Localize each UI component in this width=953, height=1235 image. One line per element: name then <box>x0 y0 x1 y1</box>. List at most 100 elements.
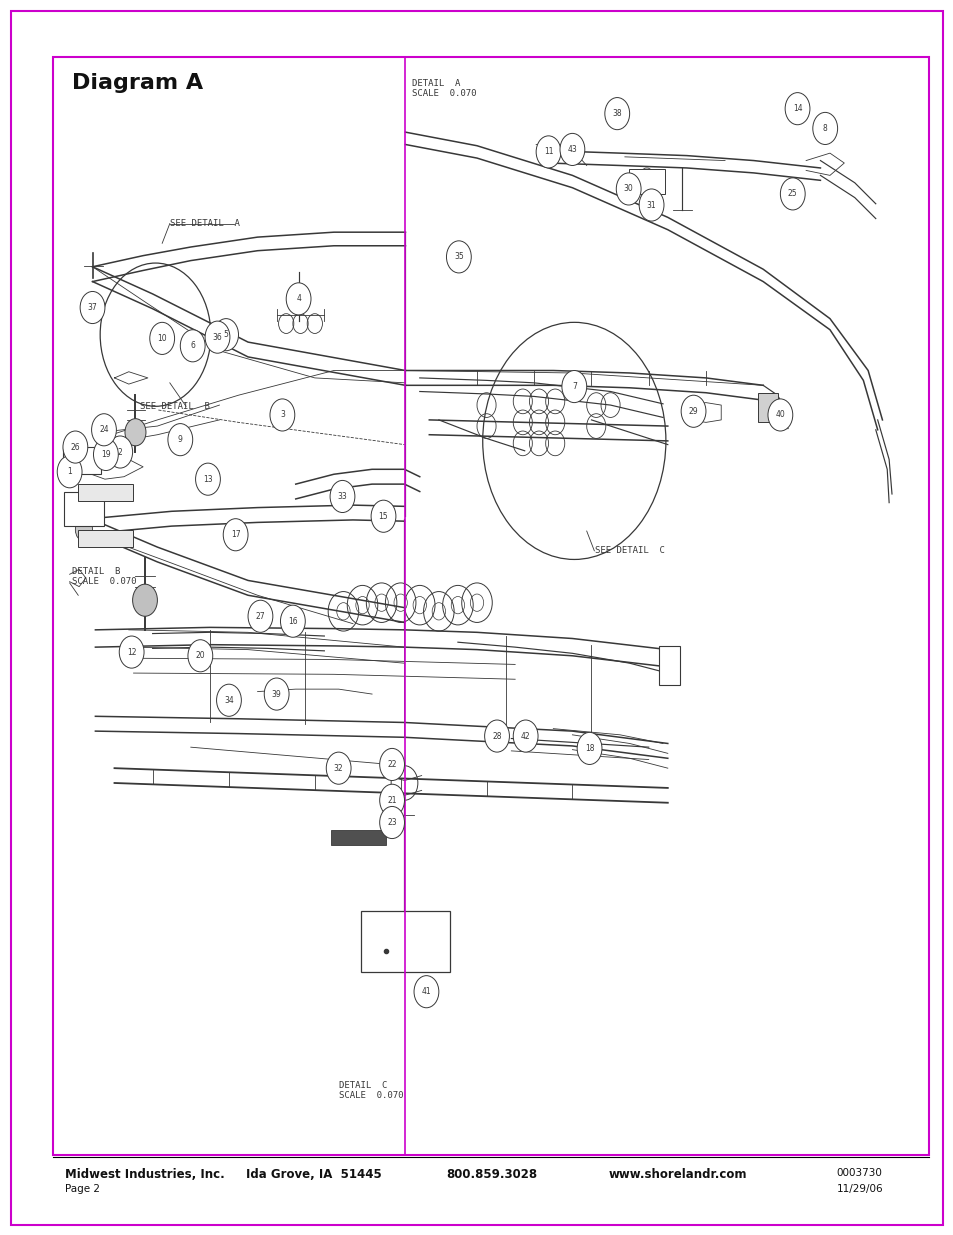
Text: 43: 43 <box>567 144 577 154</box>
Text: 3: 3 <box>279 410 285 420</box>
FancyBboxPatch shape <box>628 169 664 194</box>
Bar <box>331 830 386 845</box>
Text: 41: 41 <box>421 987 431 997</box>
Text: 29: 29 <box>688 406 698 416</box>
Circle shape <box>75 519 92 541</box>
Text: Ida Grove, IA  51445: Ida Grove, IA 51445 <box>246 1168 381 1182</box>
Text: www.shorelandr.com: www.shorelandr.com <box>608 1168 746 1182</box>
Text: 26: 26 <box>71 442 80 452</box>
Text: 38: 38 <box>612 109 621 119</box>
Circle shape <box>559 133 584 165</box>
Circle shape <box>639 189 663 221</box>
Circle shape <box>536 136 560 168</box>
Text: 30: 30 <box>623 184 633 194</box>
Circle shape <box>205 321 230 353</box>
Text: 23: 23 <box>387 818 396 827</box>
Circle shape <box>57 456 82 488</box>
FancyBboxPatch shape <box>659 646 679 685</box>
Text: 27: 27 <box>255 611 265 621</box>
Text: 42: 42 <box>520 731 530 741</box>
Circle shape <box>93 438 118 471</box>
Circle shape <box>195 463 220 495</box>
Circle shape <box>680 395 705 427</box>
Text: 39: 39 <box>272 689 281 699</box>
Circle shape <box>180 330 205 362</box>
Circle shape <box>484 720 509 752</box>
Text: 33: 33 <box>337 492 347 501</box>
Text: 0003730: 0003730 <box>836 1168 882 1178</box>
Text: 21: 21 <box>387 795 396 805</box>
Circle shape <box>784 93 809 125</box>
Circle shape <box>371 500 395 532</box>
Text: 5: 5 <box>223 330 229 340</box>
Text: 9: 9 <box>177 435 183 445</box>
Circle shape <box>379 806 404 839</box>
Text: 13: 13 <box>203 474 213 484</box>
Text: 16: 16 <box>288 616 297 626</box>
Text: SEE DETAIL  B: SEE DETAIL B <box>140 401 210 411</box>
Circle shape <box>188 640 213 672</box>
Circle shape <box>264 678 289 710</box>
Circle shape <box>414 976 438 1008</box>
Text: SEE DETAIL  C: SEE DETAIL C <box>595 546 664 556</box>
Circle shape <box>213 319 238 351</box>
FancyBboxPatch shape <box>78 484 132 501</box>
Circle shape <box>80 291 105 324</box>
Bar <box>53 57 928 1155</box>
Circle shape <box>270 399 294 431</box>
Text: 11: 11 <box>543 147 553 157</box>
Text: 11/29/06: 11/29/06 <box>836 1184 882 1194</box>
Text: DETAIL  B
SCALE  0.070: DETAIL B SCALE 0.070 <box>71 567 136 587</box>
Text: 19: 19 <box>101 450 111 459</box>
Text: 35: 35 <box>454 252 463 262</box>
Text: 32: 32 <box>334 763 343 773</box>
Circle shape <box>132 584 157 616</box>
FancyBboxPatch shape <box>758 393 777 422</box>
Text: DETAIL  C
SCALE  0.070: DETAIL C SCALE 0.070 <box>338 1081 403 1100</box>
Text: 17: 17 <box>231 530 240 540</box>
Circle shape <box>616 173 640 205</box>
Text: 2: 2 <box>118 447 122 457</box>
FancyBboxPatch shape <box>63 447 101 474</box>
Text: 28: 28 <box>492 731 501 741</box>
Text: 18: 18 <box>584 743 594 753</box>
Circle shape <box>326 752 351 784</box>
Circle shape <box>125 419 146 446</box>
Circle shape <box>513 720 537 752</box>
Circle shape <box>812 112 837 144</box>
Circle shape <box>150 322 174 354</box>
Text: 36: 36 <box>213 332 222 342</box>
Circle shape <box>108 436 132 468</box>
Text: 20: 20 <box>195 651 205 661</box>
Circle shape <box>216 684 241 716</box>
Text: 22: 22 <box>387 760 396 769</box>
Text: 40: 40 <box>775 410 784 420</box>
Circle shape <box>561 370 586 403</box>
Circle shape <box>446 241 471 273</box>
Text: Page 2: Page 2 <box>65 1184 100 1194</box>
Text: 6: 6 <box>190 341 195 351</box>
Text: 1: 1 <box>68 467 71 477</box>
Circle shape <box>63 431 88 463</box>
Circle shape <box>577 732 601 764</box>
Circle shape <box>379 784 404 816</box>
Text: 15: 15 <box>378 511 388 521</box>
Text: 31: 31 <box>646 200 656 210</box>
FancyBboxPatch shape <box>78 530 132 547</box>
Text: 14: 14 <box>792 104 801 114</box>
Circle shape <box>168 424 193 456</box>
FancyBboxPatch shape <box>64 492 104 526</box>
Circle shape <box>604 98 629 130</box>
Circle shape <box>767 399 792 431</box>
Text: 800.859.3028: 800.859.3028 <box>446 1168 537 1182</box>
Circle shape <box>223 519 248 551</box>
Text: 12: 12 <box>127 647 136 657</box>
Text: Midwest Industries, Inc.: Midwest Industries, Inc. <box>65 1168 224 1182</box>
Text: 7: 7 <box>571 382 577 391</box>
Circle shape <box>379 748 404 781</box>
Circle shape <box>780 178 804 210</box>
FancyBboxPatch shape <box>360 911 450 972</box>
Text: 37: 37 <box>88 303 97 312</box>
Text: Diagram A: Diagram A <box>71 73 202 93</box>
Text: 10: 10 <box>157 333 167 343</box>
